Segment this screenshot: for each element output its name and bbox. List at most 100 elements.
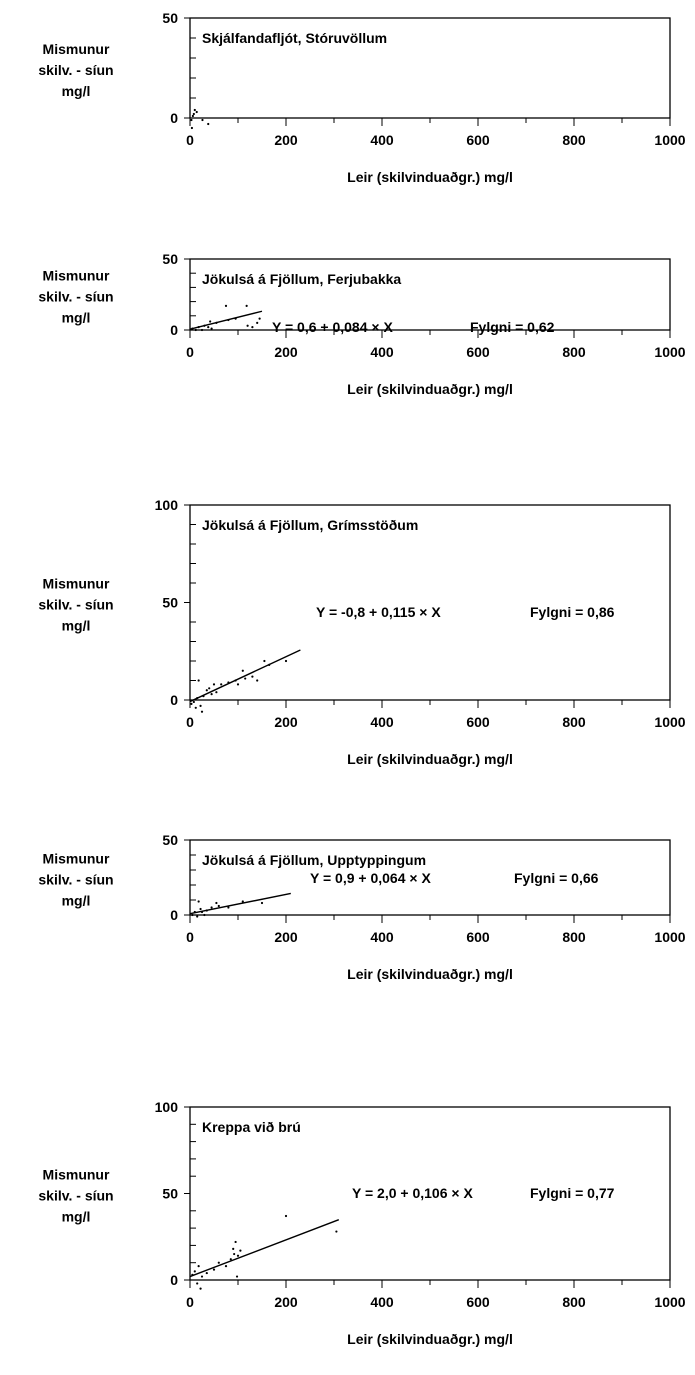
correlation-label: Fylgni = 0,62: [470, 319, 555, 335]
y-axis-label: mg/l: [62, 893, 91, 909]
x-tick-label: 0: [186, 714, 194, 730]
x-tick-label: 400: [370, 929, 394, 945]
data-point: [210, 693, 213, 696]
data-point: [196, 1282, 199, 1285]
chart-2: 0 50 0 200 400 600 800 1000 Mismunur skilv. - síu…: [38, 251, 685, 397]
x-tick-label: 200: [274, 929, 298, 945]
data-point: [196, 915, 199, 918]
x-tick-label: 1000: [654, 132, 685, 148]
data-point: [229, 1258, 232, 1261]
x-axis-label: Leir (skilvinduaðgr.) mg/l: [347, 966, 513, 982]
y-axis-label: mg/l: [62, 1209, 91, 1225]
data-point: [194, 706, 197, 709]
correlation-label: Fylgni = 0,66: [514, 870, 599, 886]
data-point: [212, 683, 216, 686]
data-point: [191, 114, 194, 118]
correlation-label: Fylgni = 0,86: [530, 604, 615, 620]
data-point: [263, 659, 266, 663]
plot-frame: [189, 258, 671, 331]
x-tick-label: 1000: [654, 344, 685, 360]
x-tick-label: 400: [370, 714, 394, 730]
data-point: [224, 1265, 228, 1268]
data-point: [260, 901, 264, 905]
x-tick-label: 600: [466, 714, 490, 730]
data-point: [197, 679, 200, 682]
data-point: [256, 679, 259, 682]
data-point: [215, 901, 218, 905]
y-axis-label: Mismunur: [43, 1167, 110, 1183]
data-point: [190, 702, 193, 706]
x-tick-label: 800: [562, 344, 586, 360]
data-point: [224, 304, 228, 307]
chart-1: 0 50 0 200 400 600 800 1000 Mismunur skilv. - síu…: [38, 10, 685, 185]
data-point: [234, 1240, 237, 1244]
y-axis-label: mg/l: [62, 618, 91, 634]
regression-equation: Y = 0,9 + 0,064 × X: [310, 870, 431, 886]
data-point: [236, 683, 240, 686]
data-point: [200, 1275, 204, 1278]
chart-title: Skjálfandafljót, Stóruvöllum: [202, 30, 387, 46]
data-point: [210, 327, 213, 330]
data-point: [258, 317, 261, 320]
x-tick-label: 200: [274, 1294, 298, 1310]
y-axis-label: mg/l: [62, 83, 91, 99]
data-point: [217, 1261, 220, 1264]
x-axis-label: Leir (skilvinduaðgr.) mg/l: [347, 751, 513, 767]
data-point: [200, 328, 204, 332]
regression-line: [189, 310, 263, 330]
x-tick-label: 800: [562, 714, 586, 730]
regression-equation: Y = 2,0 + 0,106 × X: [352, 1185, 473, 1201]
x-tick-label: 0: [186, 344, 194, 360]
x-tick-label: 0: [186, 929, 194, 945]
x-tick-label: 1000: [654, 929, 685, 945]
data-point: [195, 110, 198, 114]
data-point: [193, 1270, 196, 1273]
data-point: [194, 328, 197, 332]
y-tick-label: 100: [155, 1099, 179, 1115]
x-tick-label: 400: [370, 344, 394, 360]
regression-equation: Y = 0,6 + 0,084 × X: [272, 319, 393, 335]
data-point: [227, 906, 230, 909]
data-point: [232, 1247, 235, 1250]
y-axis-label: Mismunur: [43, 41, 110, 57]
x-tick-label: 800: [562, 929, 586, 945]
data-point: [199, 704, 202, 707]
data-point: [215, 691, 218, 694]
data-point: [217, 904, 220, 908]
chart-title: Kreppa við brú: [202, 1119, 301, 1135]
data-point: [197, 1265, 200, 1268]
regression-equation: Y = -0,8 + 0,115 × X: [316, 604, 441, 620]
data-point: [244, 677, 247, 680]
data-point: [235, 1275, 239, 1278]
data-point: [192, 700, 195, 704]
regression-line: [189, 649, 301, 703]
x-tick-label: 200: [274, 344, 298, 360]
data-point: [251, 675, 254, 678]
data-point: [203, 913, 206, 917]
data-point: [200, 710, 204, 713]
y-tick-label: 0: [170, 692, 178, 708]
chart-title: Jökulsá á Fjöllum, Upptyppingum: [202, 852, 426, 868]
data-point: [192, 112, 195, 116]
data-point: [191, 913, 194, 917]
y-tick-label: 0: [170, 322, 178, 338]
y-tick-label: 50: [162, 1186, 178, 1202]
data-point: [236, 1254, 240, 1257]
data-point: [208, 687, 211, 690]
data-point: [199, 907, 202, 911]
data-point: [205, 689, 208, 692]
data-point: [284, 659, 288, 663]
y-axis-label: skilv. - síun: [38, 597, 113, 613]
y-axis-label: Mismunur: [43, 268, 110, 284]
chart-title: Jökulsá á Fjöllum, Grímsstöðum: [202, 517, 418, 533]
data-point: [256, 321, 259, 324]
x-tick-label: 600: [466, 344, 490, 360]
y-axis-label: skilv. - síun: [38, 1188, 113, 1204]
data-point: [245, 304, 248, 307]
chart-title: Jökulsá á Fjöllum, Ferjubakka: [202, 271, 401, 287]
y-axis-label: Mismunur: [43, 851, 110, 867]
data-point: [239, 1249, 242, 1252]
